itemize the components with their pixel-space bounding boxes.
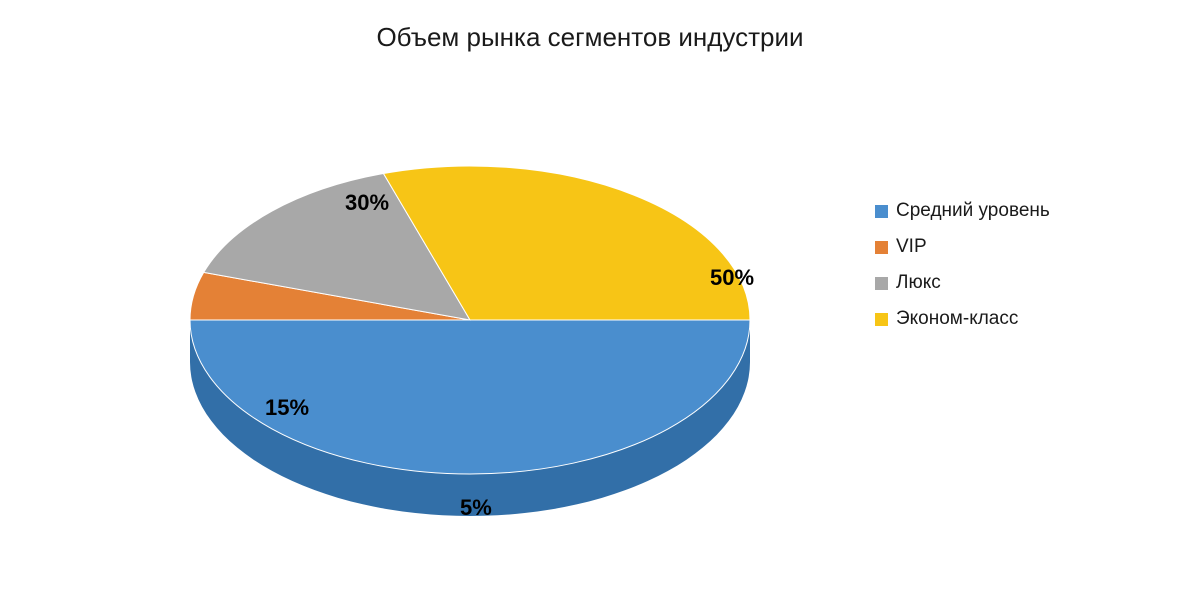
- slice-label-1: 50%: [710, 265, 754, 291]
- legend-swatch-icon: [875, 313, 888, 326]
- legend: Средний уровень VIP Люкс Эконом-класс: [875, 200, 1155, 344]
- legend-item-2: VIP: [875, 236, 1155, 258]
- legend-label: Эконом-класс: [896, 308, 1018, 330]
- pie-chart: [120, 95, 820, 545]
- legend-label: Средний уровень: [896, 200, 1050, 222]
- legend-item-4: Эконом-класс: [875, 308, 1155, 330]
- legend-swatch-icon: [875, 241, 888, 254]
- legend-swatch-icon: [875, 205, 888, 218]
- legend-swatch-icon: [875, 277, 888, 290]
- legend-item-1: Средний уровень: [875, 200, 1155, 222]
- chart-stage: Объем рынка сегментов индустрии Средний …: [0, 0, 1180, 600]
- slice-label-4: 30%: [345, 190, 389, 216]
- slice-label-3: 15%: [265, 395, 309, 421]
- legend-item-3: Люкс: [875, 272, 1155, 294]
- slice-label-2: 5%: [460, 495, 492, 521]
- legend-label: Люкс: [896, 272, 941, 294]
- chart-title: Объем рынка сегментов индустрии: [0, 22, 1180, 53]
- legend-label: VIP: [896, 236, 927, 258]
